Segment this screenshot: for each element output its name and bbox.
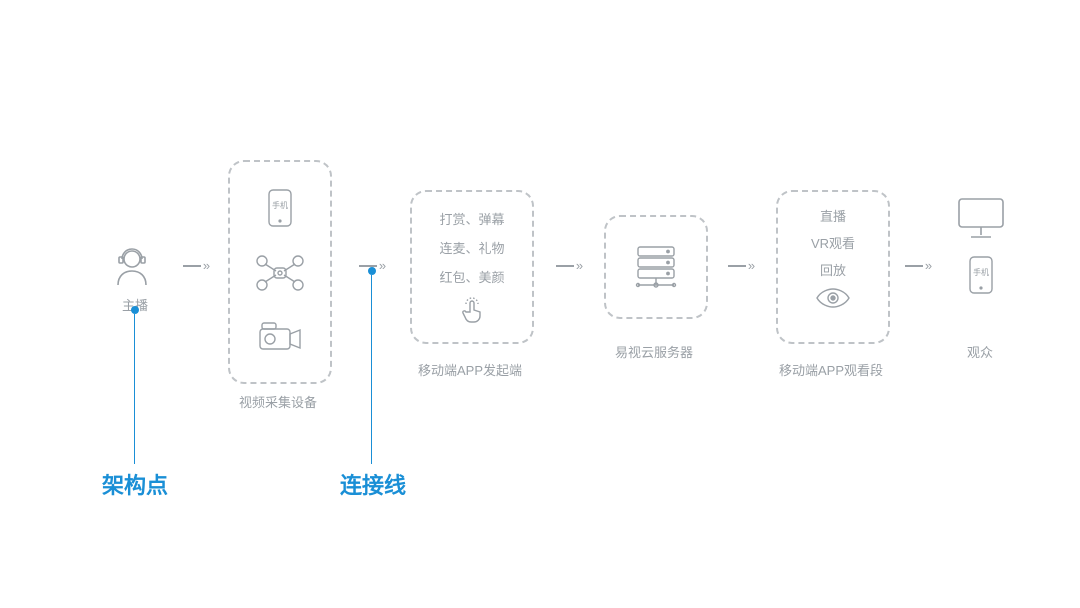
arrow-server-to-appview: »: [716, 259, 768, 272]
annotation-archpoint-label: 架构点: [102, 468, 168, 500]
arrow-appsend-to-server: »: [544, 259, 596, 272]
tap-icon: [457, 296, 487, 326]
node-app-view-label: 移动端APP观看段: [756, 360, 906, 379]
node-devices: 手机: [228, 160, 332, 384]
annotation-connector-line: [371, 275, 372, 464]
feature-line-2: 连麦、礼物: [439, 238, 504, 257]
feature-line-1: 打赏、弹幕: [439, 209, 504, 228]
node-devices-label: 视频采集设备: [228, 392, 328, 411]
node-audience-label: 观众: [950, 342, 1010, 361]
node-app-send-label: 移动端APP发起端: [390, 360, 550, 379]
phone-icon: 手机: [267, 188, 293, 228]
node-app-view: 直播 VR观看 回放: [776, 190, 890, 344]
feature-line-3: 红包、美颜: [439, 267, 504, 286]
drone-icon: [252, 253, 308, 293]
arrow-appview-to-audience: »: [896, 259, 942, 272]
node-audience: 手机: [946, 195, 1016, 295]
flow-diagram: 主播 » 手机: [0, 0, 1080, 608]
device-phone: 手机: [267, 188, 293, 228]
phone-icon: 手机: [968, 255, 994, 295]
eye-icon: [815, 287, 851, 309]
view-feature-3: 回放: [820, 260, 846, 279]
view-feature-1: 直播: [820, 206, 846, 225]
annotation-connector-label: 连接线: [340, 468, 406, 500]
audience-phone-sublabel: 手机: [973, 267, 989, 277]
arrow-host-to-devices: »: [173, 259, 221, 272]
monitor-icon: [955, 195, 1007, 241]
node-host: 主播: [110, 245, 160, 314]
node-app-send: 打赏、弹幕 连麦、礼物 红包、美颜: [410, 190, 534, 344]
annotation-archpoint-line: [134, 314, 135, 464]
node-server-label: 易视云服务器: [604, 342, 704, 361]
annotation-connector-dot: [368, 267, 376, 275]
view-feature-2: VR观看: [811, 233, 855, 252]
annotation-archpoint-dot: [131, 306, 139, 314]
device-phone-sublabel: 手机: [272, 200, 288, 210]
node-server: [604, 215, 708, 319]
server-icon: [628, 239, 684, 295]
camera-icon: [254, 319, 306, 357]
person-headset-icon: [110, 245, 154, 289]
